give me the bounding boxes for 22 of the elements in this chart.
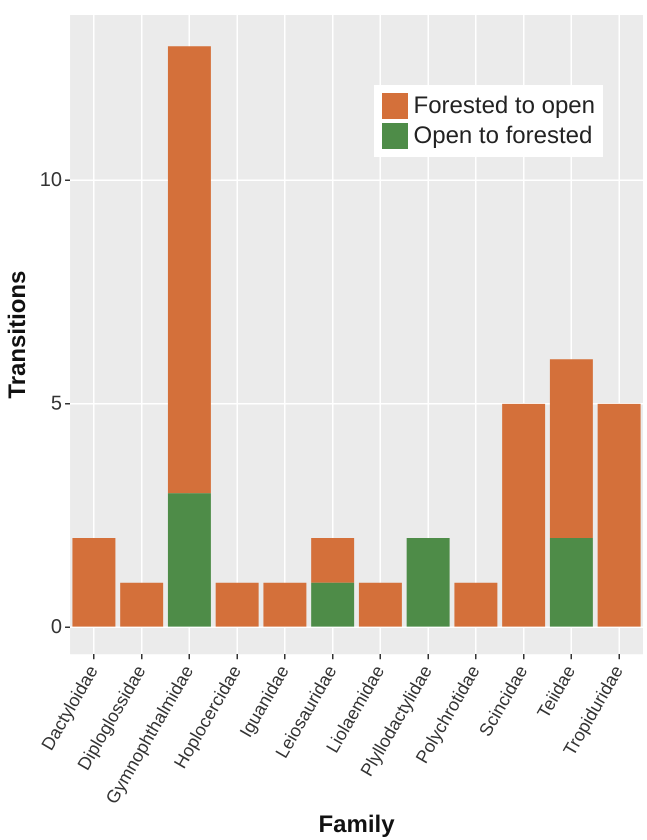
- bar: [311, 582, 354, 627]
- bar: [263, 582, 306, 627]
- legend-label: Forested to open: [414, 92, 595, 120]
- bar: [598, 404, 641, 627]
- y-axis-title: Transitions: [4, 270, 32, 399]
- bar: [406, 538, 450, 627]
- bar: [550, 538, 593, 627]
- bar: [168, 493, 211, 627]
- bar: [550, 359, 593, 538]
- bar: [311, 538, 354, 583]
- legend-label: Open to forested: [414, 122, 592, 150]
- x-axis-title: Family: [318, 811, 396, 838]
- bar: [358, 582, 402, 627]
- y-tick-label: 0: [50, 616, 62, 638]
- y-tick-label: 5: [50, 392, 62, 414]
- bar: [168, 46, 211, 494]
- bar: [72, 538, 116, 627]
- bar: [216, 582, 259, 627]
- bar: [454, 582, 498, 627]
- bar: [120, 582, 164, 627]
- bar: [502, 404, 546, 627]
- y-tick-label: 10: [40, 168, 62, 191]
